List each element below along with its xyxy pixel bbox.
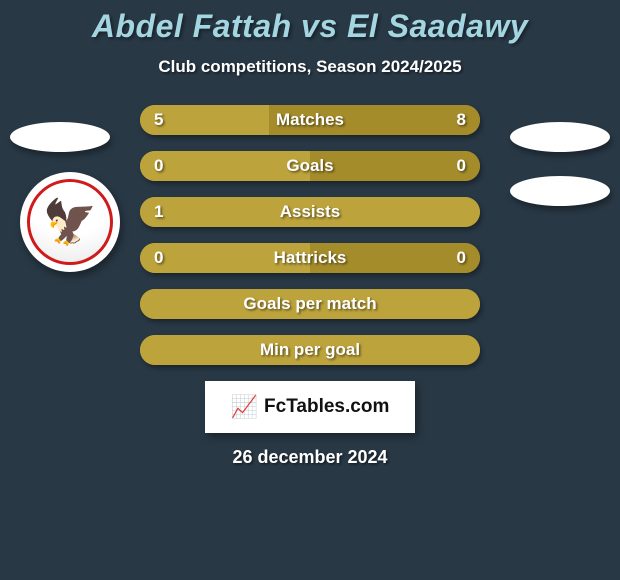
page-title: Abdel Fattah vs El Saadawy [0, 8, 620, 45]
brand-box[interactable]: 📈 FcTables.com [205, 381, 415, 433]
stat-value-left: 5 [154, 105, 163, 135]
player-right-badge [510, 122, 610, 152]
stat-row: Goals per match [140, 289, 480, 319]
chart-icon: 📈 [231, 394, 258, 420]
stat-fill-right [310, 151, 480, 181]
team-logo: 🦅 [20, 172, 120, 272]
stat-fill-left [140, 289, 480, 319]
stat-value-left: 0 [154, 151, 163, 181]
stats-bars: 58Matches00Goals1Assists00HattricksGoals… [140, 105, 480, 365]
stat-fill-left [140, 197, 480, 227]
stat-fill-right [269, 105, 480, 135]
stat-fill-left [140, 335, 480, 365]
stat-value-right: 0 [457, 243, 466, 273]
player-right-badge-2 [510, 176, 610, 206]
player-left-badge [10, 122, 110, 152]
stat-row: 1Assists [140, 197, 480, 227]
stat-value-left: 0 [154, 243, 163, 273]
stat-row: Min per goal [140, 335, 480, 365]
stat-row: 00Goals [140, 151, 480, 181]
snapshot-date: 26 december 2024 [0, 447, 620, 468]
stat-fill-right [310, 243, 480, 273]
stat-fill-left [140, 243, 310, 273]
eagle-icon: 🦅 [27, 179, 113, 265]
stat-value-left: 1 [154, 197, 163, 227]
comparison-card: Abdel Fattah vs El Saadawy Club competit… [0, 0, 620, 580]
brand-text: FcTables.com [264, 396, 389, 418]
stat-value-right: 0 [457, 151, 466, 181]
subtitle: Club competitions, Season 2024/2025 [0, 57, 620, 77]
stat-row: 58Matches [140, 105, 480, 135]
stat-row: 00Hattricks [140, 243, 480, 273]
stat-fill-left [140, 151, 310, 181]
stat-value-right: 8 [457, 105, 466, 135]
